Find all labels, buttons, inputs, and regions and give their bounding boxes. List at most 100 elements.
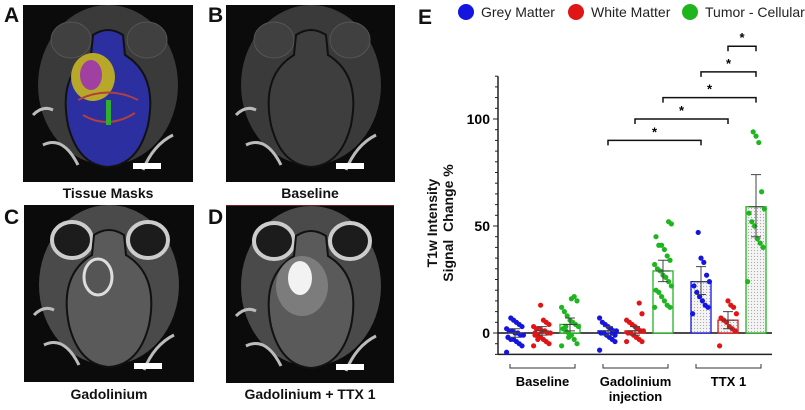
error-bar — [563, 317, 577, 332]
data-point — [625, 330, 631, 336]
data-point — [538, 302, 544, 308]
brain — [267, 29, 355, 169]
legend-grey-matter: Grey Matter — [458, 4, 555, 20]
data-point — [559, 343, 565, 349]
legend-label: Grey Matter — [481, 4, 555, 20]
data-point — [659, 294, 665, 300]
data-point — [694, 289, 700, 295]
data-point — [535, 336, 541, 343]
tumor-mask-core — [80, 60, 102, 90]
data-point — [664, 253, 670, 259]
data-point — [750, 129, 756, 135]
significance-bracket — [700, 71, 757, 77]
error-bar — [749, 174, 763, 238]
data-point — [564, 313, 570, 319]
significance-star: * — [739, 30, 745, 45]
data-point — [760, 244, 766, 250]
data-point — [667, 257, 673, 263]
panel-letter-b: B — [208, 4, 224, 27]
data-point — [654, 266, 661, 272]
data-point — [718, 315, 724, 321]
data-point — [599, 319, 606, 325]
data-point — [597, 315, 603, 321]
significance-star: * — [707, 82, 713, 97]
mri-panel-gadolinium-ttx — [226, 205, 394, 383]
data-point — [566, 334, 572, 340]
data-point — [666, 279, 672, 285]
group-label: Baseline — [516, 374, 569, 389]
data-point — [505, 334, 511, 340]
legend-swatch — [682, 4, 698, 20]
right-eye — [328, 221, 372, 261]
data-point — [704, 272, 710, 278]
left-eye — [252, 221, 296, 261]
data-point — [664, 302, 670, 308]
data-point — [728, 302, 734, 308]
data-point — [749, 219, 755, 225]
y-tick-label: 50 — [474, 218, 490, 234]
csf-mask — [106, 100, 111, 125]
group-bracket — [602, 364, 669, 369]
significance-bracket — [662, 96, 757, 103]
caption-baseline: Baseline — [281, 185, 339, 201]
data-point — [571, 336, 577, 343]
data-point — [531, 343, 537, 349]
data-point — [624, 317, 630, 323]
caption-gadolinium-ttx: Gadolinium + TTX 1 — [244, 386, 376, 402]
data-point — [661, 298, 668, 304]
significance-bracket — [727, 45, 757, 52]
caption-tissue-masks: Tissue Masks — [62, 185, 154, 201]
legend-white-matter: White Matter — [568, 4, 670, 20]
panel-letter-d: D — [208, 206, 224, 229]
data-point — [563, 323, 569, 330]
data-point — [504, 326, 510, 332]
caption-gadolinium: Gadolinium — [70, 386, 148, 402]
data-point — [697, 294, 703, 300]
mri-panel-baseline — [226, 5, 395, 182]
left-eye — [50, 21, 92, 59]
right-eye — [126, 21, 168, 59]
data-point — [757, 240, 763, 246]
data-point — [699, 298, 706, 304]
data-point — [691, 283, 697, 289]
data-point — [653, 234, 659, 240]
data-point — [540, 317, 547, 323]
significance-bracket — [634, 118, 729, 124]
left-eye — [253, 21, 295, 59]
data-point — [690, 311, 696, 317]
mri-panel-gadolinium — [24, 205, 194, 382]
data-point — [666, 219, 672, 225]
data-point — [574, 341, 580, 347]
enhancing-tumor — [288, 261, 312, 295]
data-point — [656, 242, 662, 248]
significance-bracket — [607, 139, 702, 146]
group-bracket — [509, 364, 576, 369]
left-eye — [50, 220, 94, 260]
error-bar — [628, 326, 642, 336]
data-point — [695, 229, 701, 236]
error-bar — [721, 311, 735, 330]
data-point — [639, 311, 645, 317]
data-point — [753, 133, 759, 139]
panel-letter-c: C — [4, 206, 20, 229]
data-point — [636, 300, 642, 306]
group-label-line2: injection — [609, 389, 663, 404]
scale-bar — [336, 364, 364, 370]
data-point — [698, 255, 704, 261]
data-point — [754, 236, 761, 242]
data-point — [717, 343, 723, 349]
y-tick-label: 0 — [482, 325, 490, 341]
error-bar — [508, 328, 522, 338]
legend-swatch — [568, 4, 584, 20]
data-point — [761, 206, 768, 212]
error-bar — [535, 326, 549, 336]
data-point — [652, 261, 658, 268]
panel-letter-a: A — [4, 4, 20, 27]
data-point — [652, 304, 658, 310]
data-point — [745, 279, 751, 285]
data-point — [633, 334, 640, 340]
group-label: Gadolinium — [600, 374, 672, 389]
data-point — [624, 338, 630, 345]
mri-panel-tissue-masks — [23, 5, 193, 182]
data-point — [653, 287, 659, 293]
